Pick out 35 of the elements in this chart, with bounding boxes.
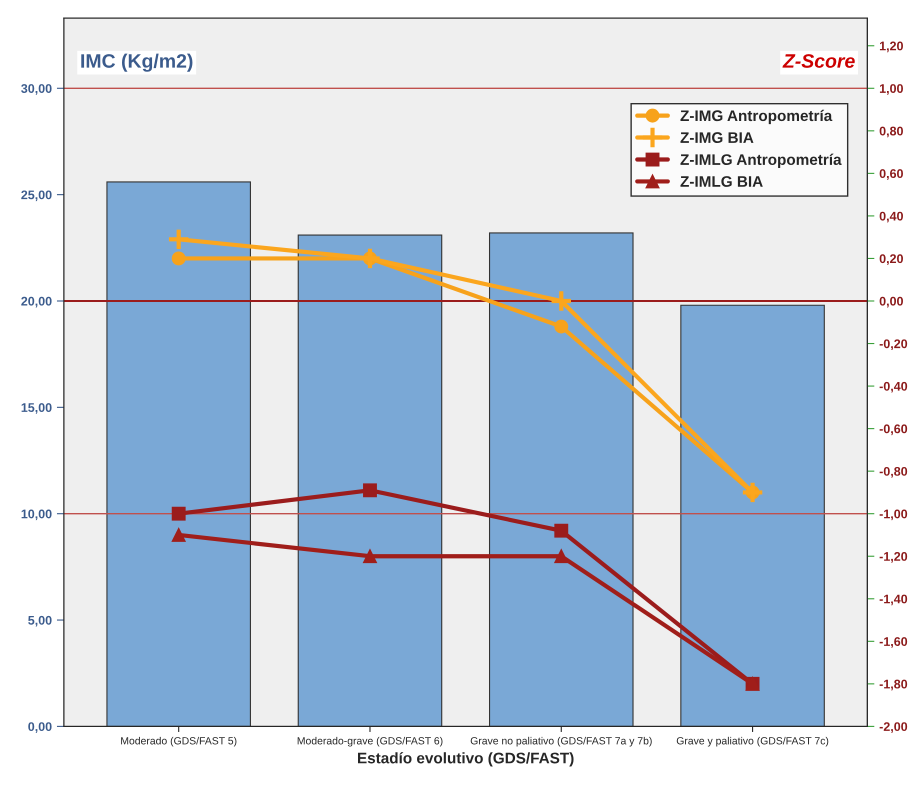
y2-tick-label: -1,40 <box>880 594 908 606</box>
x-tick-label: Grave no paliativo (GDS/FAST 7a y 7b) <box>470 736 652 747</box>
x-tick-label: Grave y paliativo (GDS/FAST 7c) <box>676 736 828 747</box>
y2-tick-label: 1,00 <box>880 84 903 95</box>
y2-tick-label: 1,20 <box>880 42 903 52</box>
legend-label: Z-IMG BIA <box>680 132 754 143</box>
y2-tick-label: 0,00 <box>880 296 903 308</box>
y-tick-label: 25,00 <box>21 190 52 202</box>
y-tick-label: 20,00 <box>21 296 52 308</box>
y2-tick-label: -2,00 <box>880 722 908 733</box>
legend-label: Z-IMLG BIA <box>680 176 763 187</box>
y-axis-title: IMC (Kg/m2) <box>81 54 192 72</box>
y2-axis-title: Z-Score <box>782 54 855 68</box>
y2-tick-label: -0,80 <box>880 466 908 478</box>
y2-tick-label: -0,60 <box>880 424 908 436</box>
y2-tick-label: 0,60 <box>880 169 903 180</box>
y2-tick-label: -1,00 <box>880 510 908 520</box>
y2-tick-label: -1,80 <box>880 680 908 690</box>
y-tick-label: 15,00 <box>22 403 52 414</box>
x-tick-label: Moderado (GDS/FAST 5) <box>121 736 236 747</box>
y2-tick-label: -0,20 <box>880 339 908 350</box>
legend-label: Z-IMG Antropometría <box>680 110 832 124</box>
y2-tick-label: 0,40 <box>880 212 903 222</box>
legend-label: Z-IMLG Antropometría <box>680 154 842 168</box>
y2-tick-label: 0,20 <box>880 254 903 265</box>
x-tick-label: Moderado-grave (GDS/FAST 6) <box>298 736 442 747</box>
y-tick-label: 30,00 <box>21 84 52 95</box>
y2-tick-label: 0,80 <box>880 126 903 138</box>
y2-tick-label: -1,60 <box>880 637 908 648</box>
x-axis-title: Estadío evolutivo (GDS/FAST) <box>358 752 574 766</box>
y-tick-label: 5,00 <box>28 616 52 627</box>
y-tick-label: 0,00 <box>28 722 52 733</box>
y-tick-label: 10,00 <box>22 510 52 520</box>
y2-tick-label: -0,40 <box>880 382 908 393</box>
y2-tick-label: -1,20 <box>880 552 908 563</box>
